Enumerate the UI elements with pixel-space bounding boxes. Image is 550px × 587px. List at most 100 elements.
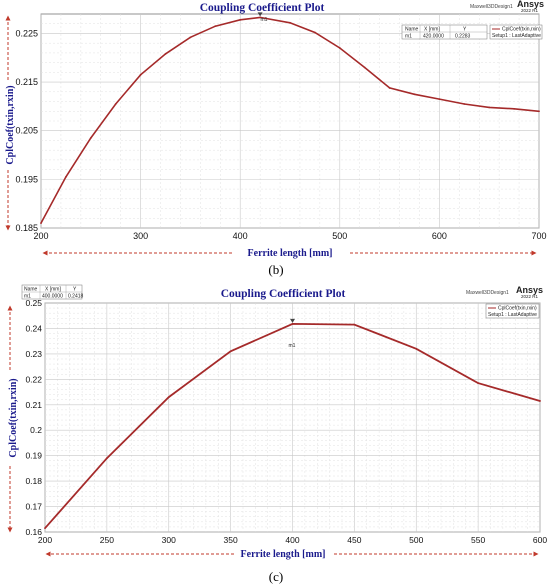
series-points bbox=[44, 318, 541, 530]
x-axis-label: Ferrite length [mm] bbox=[248, 248, 333, 259]
brand-version: 2022 R1 bbox=[521, 294, 539, 299]
legend: CplCoef(txin,rxin) Setup1 : LastAdaptive bbox=[485, 303, 540, 319]
chart-c: 200 250 300 350 400 450 500 550 600 0.16 0.17 0.18… bbox=[7, 284, 547, 560]
x-axis-label: Ferrite length [mm] bbox=[241, 549, 326, 560]
marker-table-y: 0.2418 bbox=[68, 294, 84, 300]
data-point bbox=[214, 25, 217, 28]
chart-b: 200 300 400 500 600 700 0.185 0.195 0.205 0.215 0… bbox=[5, 0, 547, 259]
x-tick-label: 300 bbox=[133, 231, 148, 241]
data-point bbox=[388, 87, 391, 89]
panel-label-b: (b) bbox=[268, 262, 283, 277]
data-point bbox=[40, 222, 42, 225]
marker-table: Name X [mm] Y m1 400.0000 0.2418 bbox=[21, 284, 84, 300]
x-tick-label: 550 bbox=[471, 535, 485, 545]
data-point bbox=[229, 350, 232, 353]
series-points bbox=[40, 12, 540, 225]
x-tick-label: 200 bbox=[38, 535, 52, 545]
grid bbox=[44, 302, 541, 533]
x-tick-label: 350 bbox=[224, 535, 238, 545]
marker-table: Name X [mm] Y m1 420.0000 0.2283 bbox=[401, 24, 488, 40]
y-tick-label: 0.24 bbox=[25, 323, 42, 333]
y-tick-label: 0.215 bbox=[15, 77, 38, 87]
y-tick-label: 0.225 bbox=[15, 28, 38, 38]
brand-version: 2022 R1 bbox=[521, 8, 539, 13]
data-point bbox=[139, 73, 142, 76]
marker-table-header-x: X [mm] bbox=[45, 287, 61, 293]
x-tick-label: 500 bbox=[409, 535, 423, 545]
data-point bbox=[477, 382, 480, 385]
data-point bbox=[463, 103, 466, 105]
data-point bbox=[189, 36, 192, 39]
data-point bbox=[363, 66, 366, 69]
y-tick-label: 0.21 bbox=[25, 400, 42, 410]
y-tick-label: 0.16 bbox=[25, 527, 42, 537]
legend-series: CplCoef(txin,rxin) bbox=[502, 27, 541, 33]
marker-table-header-y: Y bbox=[463, 27, 467, 33]
y-tick-label: 0.2 bbox=[30, 425, 42, 435]
y-tick-label: 0.23 bbox=[25, 349, 42, 359]
x-tick-label: 700 bbox=[531, 231, 546, 241]
brand-design: Maxwell3DDesign1 bbox=[470, 4, 513, 10]
marker-m1 bbox=[257, 12, 263, 17]
x-tick-label: 500 bbox=[332, 231, 347, 241]
data-point bbox=[105, 457, 108, 460]
legend-setup: Setup1 : LastAdaptive bbox=[492, 33, 541, 39]
panel-label-c: (c) bbox=[269, 569, 283, 584]
data-point bbox=[413, 93, 416, 96]
y-tick-label: 0.205 bbox=[15, 126, 38, 136]
marker-label: m1 bbox=[261, 17, 268, 23]
y-tick-label: 0.18 bbox=[25, 476, 42, 486]
x-tick-label: 200 bbox=[33, 231, 48, 241]
marker-table-header-y: Y bbox=[73, 287, 77, 293]
legend: CplCoef(txin,rxin) Setup1 : LastAdaptive bbox=[489, 24, 543, 40]
chart-title: Coupling Coefficient Plot bbox=[221, 288, 346, 300]
data-point bbox=[164, 52, 167, 55]
data-point bbox=[239, 18, 242, 21]
y-tick-label: 0.19 bbox=[25, 451, 42, 461]
marker-table-x: 420.0000 bbox=[423, 34, 444, 40]
data-point bbox=[314, 31, 316, 34]
marker-label: m1 bbox=[289, 343, 296, 349]
brand-design: Maxwell3DDesign1 bbox=[466, 290, 509, 296]
marker-m1 bbox=[290, 318, 295, 323]
data-point bbox=[89, 137, 92, 139]
data-point bbox=[539, 400, 541, 402]
data-point bbox=[338, 47, 341, 49]
data-point bbox=[538, 110, 540, 113]
x-tick-label: 250 bbox=[100, 535, 114, 545]
x-tick-label: 400 bbox=[233, 231, 248, 241]
y-tick-label: 0.22 bbox=[25, 374, 42, 384]
brand-logo: Ansys bbox=[517, 0, 544, 9]
y-tick-labels: 0.16 0.17 0.18 0.19 0.2 0.21 0.22 0.23 0.24 0.25 bbox=[25, 298, 42, 537]
data-point bbox=[353, 323, 356, 326]
legend-series: CplCoef(txin,rxin) bbox=[498, 306, 537, 312]
data-point bbox=[513, 107, 515, 110]
marker-table-header-name: Name bbox=[24, 287, 38, 293]
marker-table-name: m1 bbox=[405, 34, 412, 40]
x-tick-label: 600 bbox=[432, 231, 447, 241]
data-point bbox=[291, 322, 294, 325]
data-point bbox=[289, 21, 291, 24]
data-point bbox=[114, 103, 117, 105]
x-tick-label: 300 bbox=[162, 535, 176, 545]
y-tick-label: 0.185 bbox=[15, 223, 38, 233]
x-tick-labels: 200 250 300 350 400 450 500 550 600 bbox=[38, 535, 547, 545]
marker-table-x: 400.0000 bbox=[42, 294, 63, 300]
y-tick-label: 0.17 bbox=[25, 502, 42, 512]
data-point bbox=[438, 98, 441, 101]
grid bbox=[40, 14, 540, 229]
marker-table-header-name: Name bbox=[405, 27, 419, 33]
marker-table-header-x: X [mm] bbox=[424, 27, 440, 33]
y-tick-label: 0.195 bbox=[15, 174, 38, 184]
y-tick-label: 0.25 bbox=[25, 298, 42, 308]
data-point bbox=[167, 396, 170, 399]
y-axis-label: CplCoef(txin,rxin) bbox=[8, 378, 19, 457]
legend-setup: Setup1 : LastAdaptive bbox=[488, 312, 537, 318]
x-tick-label: 450 bbox=[347, 535, 361, 545]
chart-title: Coupling Coefficient Plot bbox=[200, 2, 325, 14]
brand-logo: Ansys bbox=[516, 285, 543, 295]
x-tick-labels: 200 300 400 500 600 700 bbox=[33, 231, 546, 241]
y-axis-label: CplCoef(txin,rxin) bbox=[5, 85, 16, 164]
data-point bbox=[415, 347, 418, 350]
